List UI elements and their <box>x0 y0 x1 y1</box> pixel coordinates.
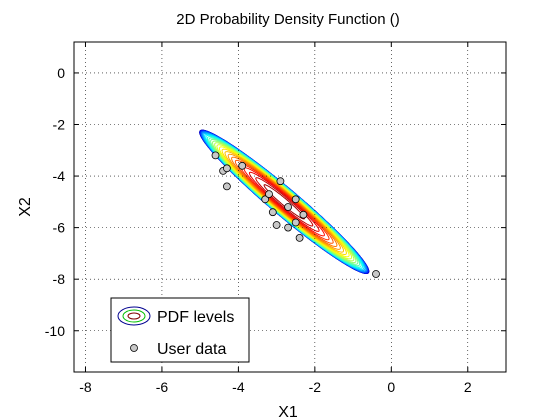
contour-level <box>201 131 368 273</box>
y-tick-label: -10 <box>45 323 65 339</box>
points-layer <box>211 151 380 278</box>
contour-level <box>200 130 368 273</box>
contour-level <box>248 171 320 232</box>
data-point <box>222 182 231 191</box>
data-point <box>372 270 380 278</box>
chart-title: 2D Probability Density Function () <box>176 11 399 28</box>
y-tick-label: -8 <box>53 271 66 287</box>
legend-label-user-data: User data <box>157 341 226 358</box>
data-point <box>238 161 247 170</box>
data-point <box>222 164 231 173</box>
tick-layer: -8 -6 -4 -2 0 2 0 -2 -4 -6 -8 -10 <box>45 42 506 395</box>
x-tick-label: 0 <box>387 379 395 395</box>
data-point <box>265 190 273 199</box>
data-point <box>284 223 293 232</box>
legend-contour-icon <box>117 306 151 326</box>
contour-level <box>202 132 367 272</box>
contour-level <box>231 156 338 247</box>
y-tick-label: 0 <box>57 65 65 81</box>
data-point <box>284 203 293 211</box>
x-tick-label: 2 <box>464 379 472 395</box>
x-axis-label: X1 <box>278 404 298 420</box>
y-tick-label: -4 <box>53 168 66 184</box>
legend-marker-user-data <box>130 344 138 352</box>
x-tick-label: -8 <box>79 379 92 395</box>
contour-level <box>243 167 325 237</box>
contour-level <box>218 146 350 258</box>
data-point <box>291 218 300 227</box>
contour-level <box>205 134 364 269</box>
data-point <box>211 151 220 160</box>
data-point <box>261 195 270 204</box>
contour-level <box>212 140 357 264</box>
contour-level <box>227 153 341 250</box>
contour-level <box>216 144 353 260</box>
contour-level <box>224 151 344 253</box>
y-tick-label: -6 <box>53 220 66 236</box>
x-tick-label: -6 <box>156 379 169 395</box>
contour-level <box>210 138 359 265</box>
data-point <box>291 195 300 204</box>
data-point <box>272 221 281 229</box>
data-point <box>299 210 308 219</box>
contour-level <box>206 136 362 268</box>
data-point <box>268 208 277 217</box>
x-tick-label: -4 <box>232 379 245 395</box>
plot-frame <box>73 41 507 373</box>
legend: PDF levels User data <box>110 297 250 363</box>
x-tick-label: -2 <box>309 379 322 395</box>
contour-level <box>208 137 361 267</box>
legend-label-pdf-levels: PDF levels <box>157 309 234 326</box>
contour-level <box>234 159 334 244</box>
y-axis-label: X2 <box>17 197 34 217</box>
data-point <box>276 177 285 186</box>
contour-layer <box>199 129 370 274</box>
data-point <box>295 233 304 242</box>
contour-level <box>239 163 330 241</box>
contour-level <box>203 132 366 271</box>
y-tick-label: -2 <box>53 117 66 133</box>
